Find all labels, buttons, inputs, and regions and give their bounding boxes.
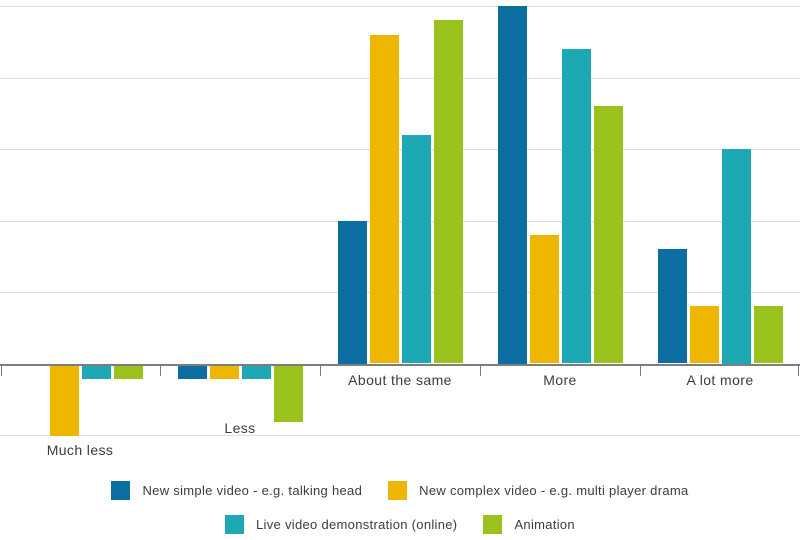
gridline--10 <box>0 435 800 436</box>
legend-label: Animation <box>514 517 575 532</box>
x-axis-tick <box>160 363 161 376</box>
legend-swatch-icon <box>225 515 245 534</box>
bar-about-the-same-series-2 <box>402 134 431 364</box>
bar-less-series-2 <box>242 364 271 379</box>
legend-item: New complex video - e.g. multi player dr… <box>388 481 688 500</box>
legend-label: New complex video - e.g. multi player dr… <box>419 483 689 498</box>
gridline-40 <box>0 77 800 79</box>
gridline-50 <box>0 6 800 7</box>
x-axis-label: Less <box>224 420 256 436</box>
bar-a-lot-more-series-3 <box>754 306 783 364</box>
legend-swatch-icon <box>483 515 503 534</box>
bar-more-series-0 <box>498 6 527 364</box>
gridline-30 <box>0 149 800 150</box>
bar-a-lot-more-series-1 <box>690 306 719 364</box>
bar-about-the-same-series-3 <box>434 20 463 364</box>
legend-row: New simple video - e.g. talking head New … <box>111 481 688 500</box>
x-axis-label: About the same <box>348 372 452 388</box>
bar-less-series-3 <box>274 364 303 422</box>
x-axis-label: A lot more <box>686 372 754 388</box>
bar-much-less-series-2 <box>82 364 111 379</box>
bar-a-lot-more-series-2 <box>722 149 751 364</box>
bar-less-series-0 <box>178 364 207 379</box>
gridline-10 <box>0 292 800 293</box>
legend-label: New simple video - e.g. talking head <box>142 483 363 498</box>
gridline-20 <box>0 220 800 222</box>
bar-more-series-3 <box>594 106 623 364</box>
legend-swatch-icon <box>388 481 408 500</box>
x-axis-line <box>0 363 800 366</box>
bar-about-the-same-series-0 <box>338 220 367 364</box>
x-axis-tick <box>480 363 481 376</box>
bar-much-less-series-1 <box>50 364 79 436</box>
x-axis-tick <box>1 363 2 376</box>
bar-less-series-1 <box>210 364 239 379</box>
bar-about-the-same-series-1 <box>370 34 399 364</box>
x-axis-tick <box>640 363 641 376</box>
legend-row: Live video demonstration (online) Animati… <box>225 515 575 534</box>
bar-more-series-1 <box>530 234 559 364</box>
legend-item: Animation <box>483 515 575 534</box>
bar-a-lot-more-series-0 <box>658 249 687 364</box>
legend-item: New simple video - e.g. talking head <box>111 481 362 500</box>
legend-label: Live video demonstration (online) <box>256 517 458 532</box>
legend-item: Live video demonstration (online) <box>225 515 457 534</box>
bar-more-series-2 <box>562 48 591 364</box>
x-axis-label: More <box>543 372 577 388</box>
bar-much-less-series-3 <box>114 364 143 379</box>
legend-swatch-icon <box>111 481 131 500</box>
x-axis-label: Much less <box>46 442 114 458</box>
x-axis-tick <box>798 363 799 376</box>
x-axis-tick <box>320 363 321 376</box>
legend: New simple video - e.g. talking head New … <box>0 481 800 534</box>
